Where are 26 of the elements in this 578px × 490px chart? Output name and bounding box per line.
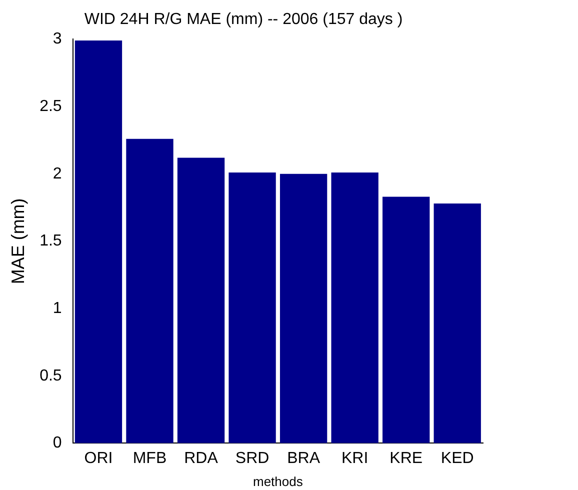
bar	[382, 196, 430, 444]
y-tick-label: 2	[52, 165, 62, 182]
y-tick-label: 0	[52, 434, 62, 452]
chart-title: WID 24H R/G MAE (mm) -- 2006 (157 days )	[84, 11, 403, 28]
bar	[434, 203, 481, 444]
y-tick-label: 0.5	[40, 367, 62, 384]
y-tick-label: 3	[52, 30, 62, 48]
x-tick-label: KRE	[390, 450, 423, 468]
x-tick-label: RDA	[184, 450, 218, 468]
bar	[280, 174, 328, 444]
y-tick-label: 1.5	[40, 232, 62, 250]
bar	[228, 172, 276, 444]
x-tick-label: KRI	[341, 450, 368, 468]
x-tick-label: SRD	[235, 450, 270, 468]
x-tick-label: KED	[440, 450, 474, 468]
x-tick-label: MFB	[132, 450, 167, 468]
bar	[74, 40, 122, 444]
y-tick-label: 2.5	[40, 98, 62, 115]
x-tick-label: BRA	[287, 450, 320, 468]
bar	[177, 158, 225, 444]
x-tick-label: ORI	[84, 450, 113, 468]
y-axis-title: MAE (mm)	[8, 198, 28, 284]
bar	[126, 138, 174, 444]
y-tick-label: 1	[52, 300, 62, 317]
bar	[331, 172, 378, 444]
x-axis-title: methods	[252, 474, 304, 489]
